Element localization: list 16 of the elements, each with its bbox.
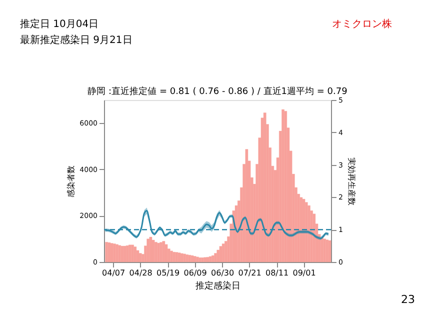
text: 23 xyxy=(401,293,415,306)
x-tick-label: 08/11 xyxy=(265,268,289,278)
text: 推定日 10月04日 xyxy=(20,18,99,30)
x-axis-title: 推定感染日 xyxy=(196,280,240,292)
text: 最新推定感染日 9月21日 xyxy=(20,34,132,46)
x-tick-label: 06/30 xyxy=(211,268,234,278)
text: オミクロン株 xyxy=(332,18,392,30)
x-tick-label: 04/28 xyxy=(129,268,152,278)
chart-title: 静岡 :直近推定値 = 0.81 ( 0.76 - 0.86 ) / 直近1週平均 = 0.79 xyxy=(88,86,348,97)
x-tick-label: 09/01 xyxy=(292,268,316,278)
x-tick-label: 07/21 xyxy=(238,268,262,278)
x-tick-label: 05/19 xyxy=(156,268,180,278)
y-axis-title: 感染者数 xyxy=(66,166,76,198)
x-tick-label: 06/09 xyxy=(184,268,207,278)
y2-axis-title: 実効再生産数 xyxy=(346,158,356,206)
x-tick-label: 04/07 xyxy=(102,268,126,278)
